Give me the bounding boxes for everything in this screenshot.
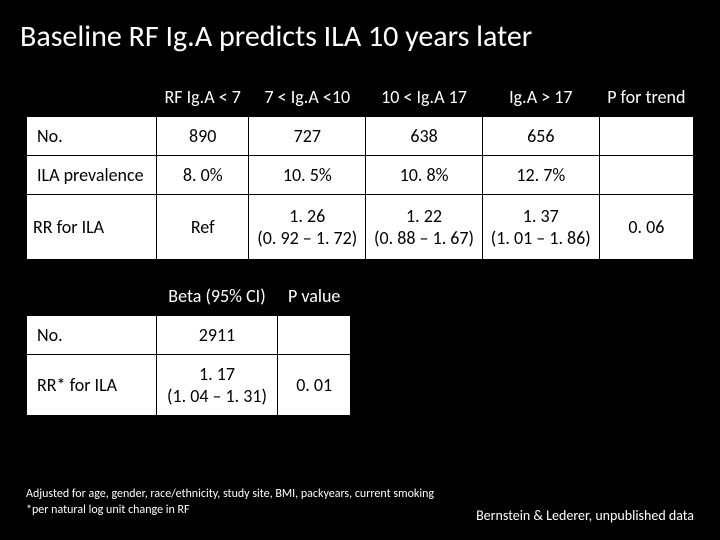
row-label: RR* for ILA <box>27 355 157 416</box>
table-row: RR for ILA Ref 1. 26(0. 92 – 1. 72) 1. 2… <box>27 195 694 260</box>
col-header: P value <box>277 277 350 316</box>
blank-header <box>27 78 157 117</box>
col-header: 10 < Ig.A 17 <box>366 78 483 117</box>
cell: 1. 17(1. 04 – 1. 31) <box>157 355 278 416</box>
cell: 8. 0% <box>157 156 249 195</box>
cell: 10. 5% <box>249 156 366 195</box>
blank-header <box>27 277 157 316</box>
table-row: No. 2911 <box>27 316 351 355</box>
table-row: No. 890 727 638 656 <box>27 117 694 156</box>
cell: 12. 7% <box>482 156 599 195</box>
col-header: RF Ig.A < 7 <box>157 78 249 117</box>
cell <box>599 117 693 156</box>
col-header: Beta (95% CI) <box>157 277 278 316</box>
footnote-line: Adjusted for age, gender, race/ethnicity… <box>26 486 434 502</box>
credit-line: Bernstein & Lederer, unpublished data <box>476 507 694 524</box>
col-header: P for trend <box>599 78 693 117</box>
cell: Ref <box>157 195 249 260</box>
row-label: No. <box>27 316 157 355</box>
table-row: ILA prevalence 8. 0% 10. 5% 10. 8% 12. 7… <box>27 156 694 195</box>
cell: 2911 <box>157 316 278 355</box>
table-row: RR* for ILA 1. 17(1. 04 – 1. 31) 0. 01 <box>27 355 351 416</box>
footnote-line: *per natural log unit change in RF <box>26 502 434 518</box>
cell <box>599 156 693 195</box>
cell: 1. 22(0. 88 – 1. 67) <box>366 195 483 260</box>
cell: 1. 37(1. 01 – 1. 86) <box>482 195 599 260</box>
cell <box>277 316 350 355</box>
cell: 10. 8% <box>366 156 483 195</box>
cell: 656 <box>482 117 599 156</box>
row-label: No. <box>27 117 157 156</box>
col-header: 7 < Ig.A <10 <box>249 78 366 117</box>
quartile-table: RF Ig.A < 7 7 < Ig.A <10 10 < Ig.A 17 Ig… <box>26 77 694 260</box>
slide-title: Baseline RF Ig.A predicts ILA 10 years l… <box>0 0 720 69</box>
cell: 727 <box>249 117 366 156</box>
table-header-row: Beta (95% CI) P value <box>27 277 351 316</box>
cell: 890 <box>157 117 249 156</box>
row-label: ILA prevalence <box>27 156 157 195</box>
cell: 638 <box>366 117 483 156</box>
cell: 0. 01 <box>277 355 350 416</box>
col-header: Ig.A > 17 <box>482 78 599 117</box>
table-header-row: RF Ig.A < 7 7 < Ig.A <10 10 < Ig.A 17 Ig… <box>27 78 694 117</box>
continuous-table: Beta (95% CI) P value No. 2911 RR* for I… <box>26 276 351 416</box>
footnotes: Adjusted for age, gender, race/ethnicity… <box>26 486 434 518</box>
row-label: RR for ILA <box>27 195 157 260</box>
cell: 1. 26(0. 92 – 1. 72) <box>249 195 366 260</box>
cell: 0. 06 <box>599 195 693 260</box>
